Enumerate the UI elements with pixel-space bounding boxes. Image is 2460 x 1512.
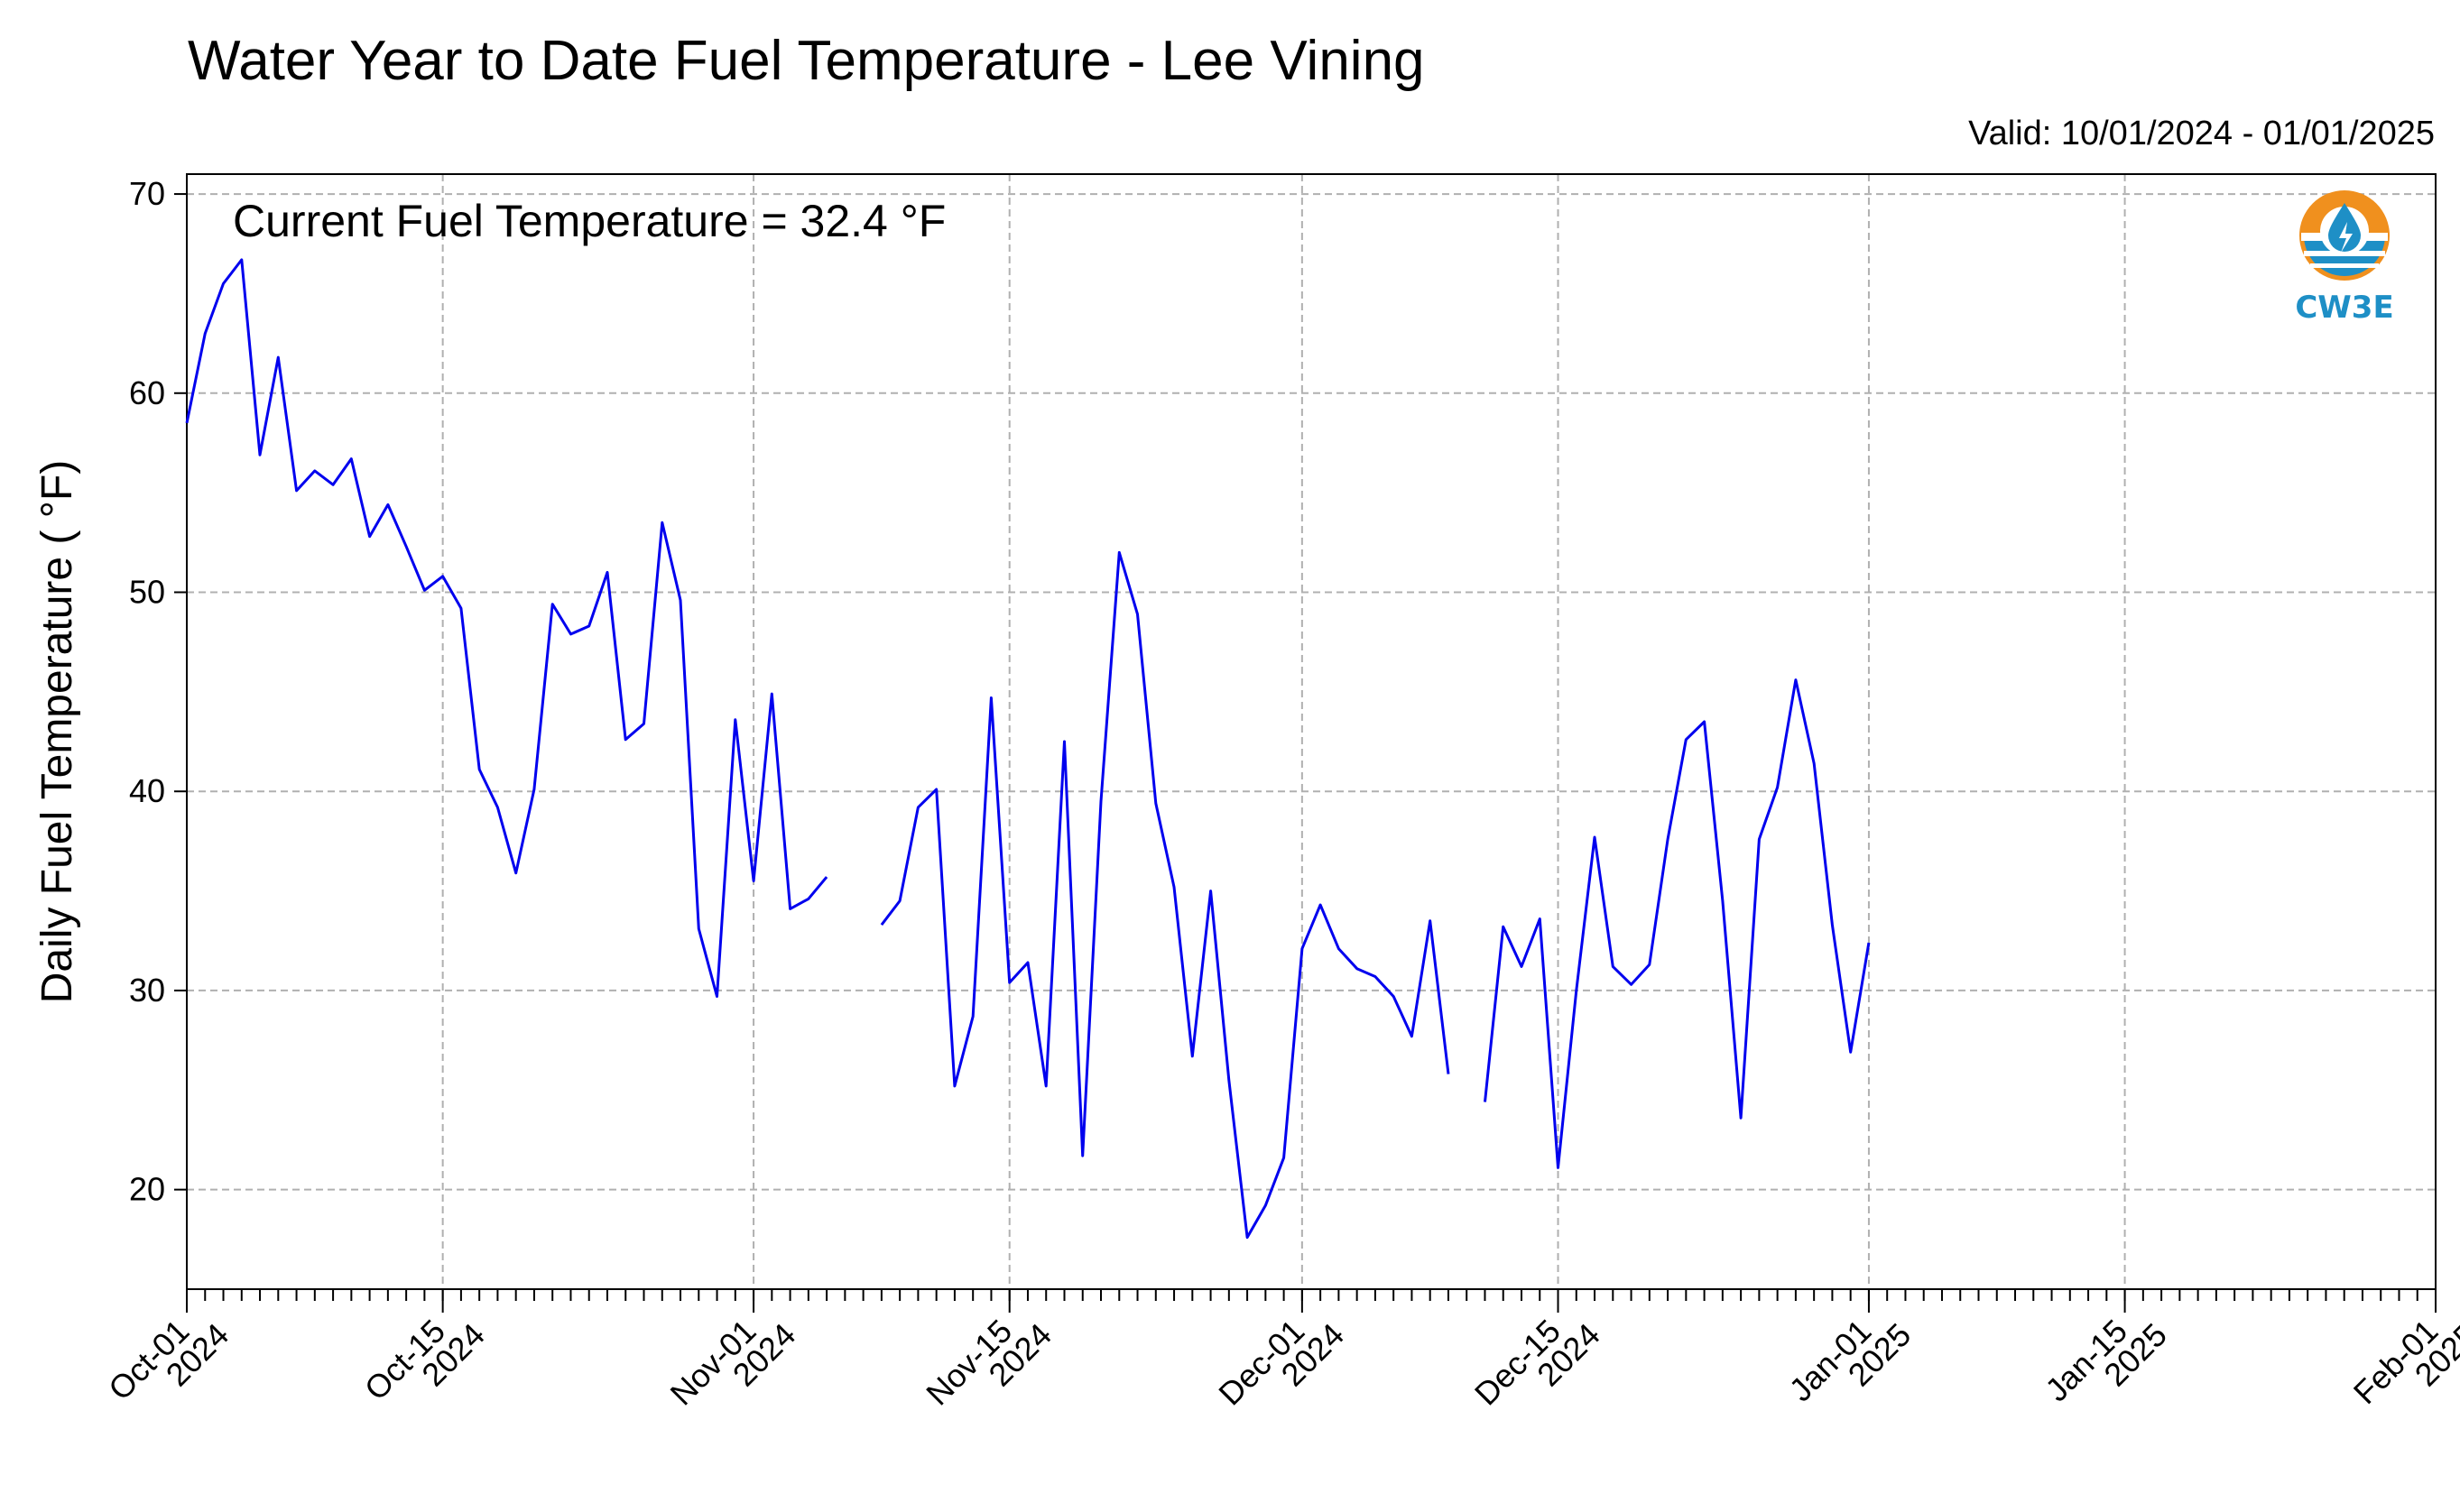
current-value-annotation: Current Fuel Temperature = 32.4 °F: [233, 196, 946, 246]
series-line: [880, 550, 1450, 1240]
chart-title: Water Year to Date Fuel Temperature - Le…: [188, 30, 1425, 92]
y-tick-label: 40: [129, 772, 165, 809]
cw3e-logo: CW3E: [2295, 190, 2394, 326]
y-tick-label: 30: [129, 972, 165, 1009]
y-axis: 20 30 40 50 60 70: [129, 175, 187, 1208]
y-tick-label: 60: [129, 374, 165, 411]
series-line: [185, 258, 828, 998]
plot-frame: [186, 173, 2437, 1290]
y-axis-label: Daily Fuel Temperature ( °F): [33, 460, 81, 1003]
data-series: [185, 258, 1871, 1240]
series-line: [1484, 678, 1871, 1169]
cw3e-logo-text: CW3E: [2295, 290, 2393, 326]
grid-lines: [186, 174, 2437, 1289]
y-tick-label: 20: [129, 1171, 165, 1208]
valid-range: Valid: 10/01/2024 - 01/01/2025: [1968, 115, 2435, 152]
y-tick-label: 50: [129, 574, 165, 611]
y-tick-label: 70: [129, 175, 165, 212]
